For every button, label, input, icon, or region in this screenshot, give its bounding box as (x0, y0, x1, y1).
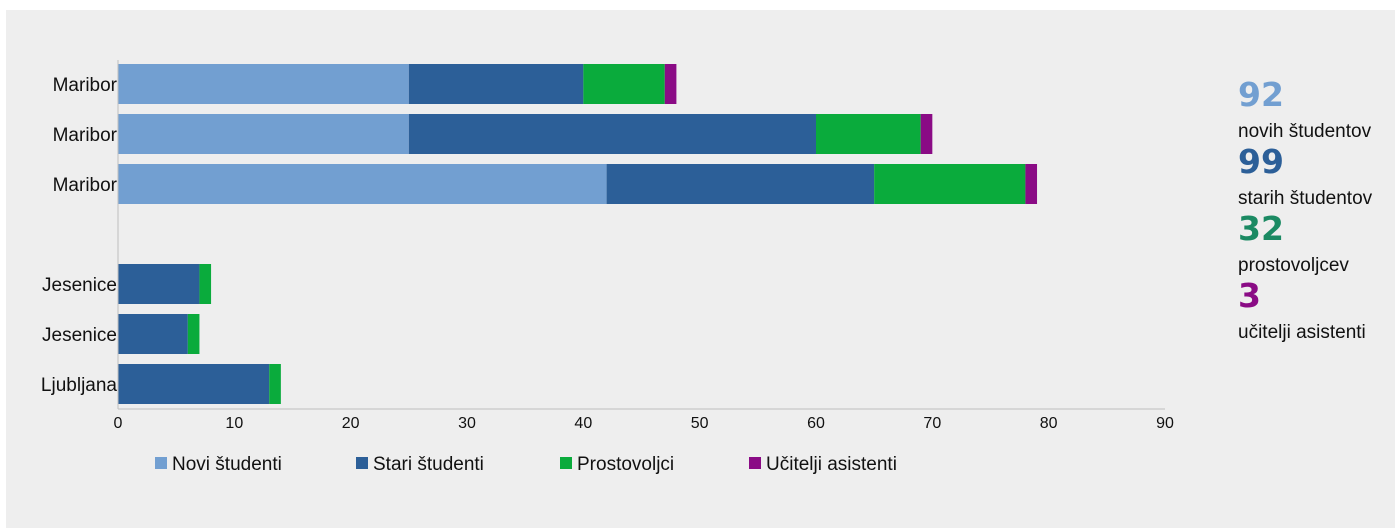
bar-segment (269, 364, 281, 404)
bar-segment (118, 114, 409, 154)
bar-segment (118, 314, 188, 354)
bar-segment (118, 264, 200, 304)
x-tick-label: 90 (1156, 415, 1174, 432)
x-tick-label: 40 (574, 415, 592, 432)
legend-swatch (749, 457, 761, 469)
x-tick-label: 10 (225, 415, 243, 432)
legend-label: Novi študenti (172, 454, 282, 475)
x-tick-label: 70 (923, 415, 941, 432)
category-label: Maribor (53, 175, 118, 196)
bar-segment (408, 114, 816, 154)
category-label: Maribor (53, 125, 118, 146)
stat-value-assistant-teachers: 3 (1238, 276, 1261, 315)
bar-segment (816, 114, 921, 154)
bar-segment (874, 164, 1026, 204)
x-tick-label: 80 (1040, 415, 1058, 432)
x-tick-label: 50 (691, 415, 709, 432)
legend-label: Prostovoljci (577, 454, 674, 475)
category-label: Maribor (53, 75, 118, 96)
stat-label-volunteers: prostovoljcev (1238, 255, 1349, 276)
legend-swatch (155, 457, 167, 469)
stat-label-assistant-teachers: učitelji asistenti (1238, 322, 1366, 343)
stat-label-new-students: novih študentov (1238, 121, 1372, 142)
stat-value-old-students: 99 (1238, 142, 1284, 181)
category-label: Ljubljana (41, 375, 117, 396)
bar-segment (408, 64, 584, 104)
legend-swatch (356, 457, 368, 469)
legend-label: Učitelji asistenti (766, 454, 897, 475)
bar-segment (118, 364, 270, 404)
legend-label: Stari študenti (373, 454, 484, 475)
stat-label-old-students: starih študentov (1238, 188, 1373, 209)
x-tick-label: 30 (458, 415, 476, 432)
stat-value-volunteers: 32 (1238, 209, 1284, 248)
bar-segment (1025, 164, 1038, 204)
x-tick-label: 60 (807, 415, 825, 432)
bar-segment (118, 64, 409, 104)
bar-segment (606, 164, 875, 204)
bar-segment (187, 314, 200, 354)
bar-segment (199, 264, 212, 304)
stat-value-new-students: 92 (1238, 75, 1284, 114)
bar-segment (920, 114, 933, 154)
category-label: Jesenice (42, 325, 117, 346)
category-label: Jesenice (42, 275, 117, 296)
bar-segment (583, 64, 665, 104)
x-tick-label: 0 (114, 415, 123, 432)
x-tick-label: 20 (342, 415, 360, 432)
bar-segment (118, 164, 607, 204)
bar-segment (664, 64, 677, 104)
legend-swatch (560, 457, 572, 469)
